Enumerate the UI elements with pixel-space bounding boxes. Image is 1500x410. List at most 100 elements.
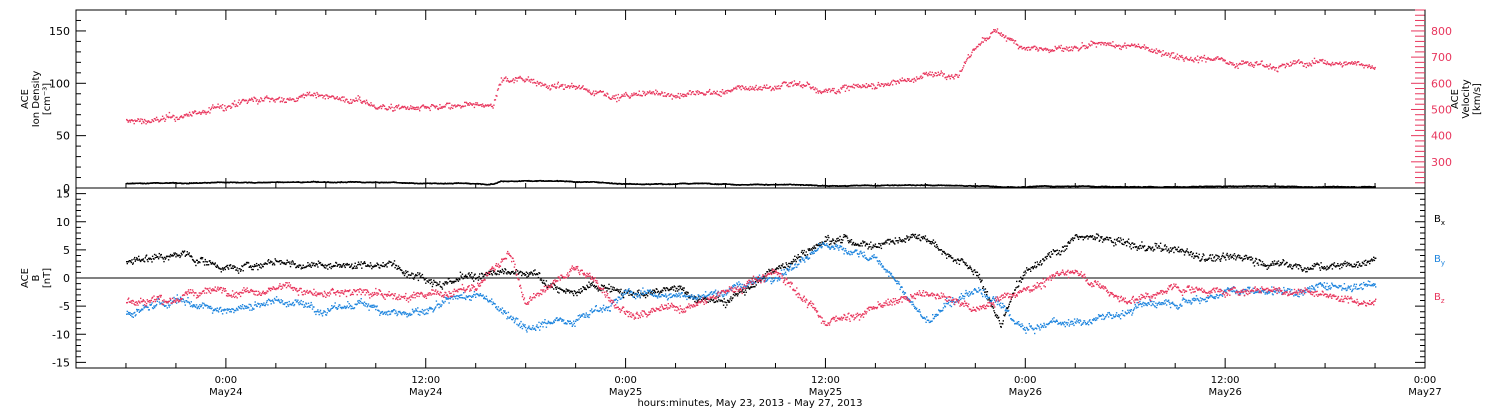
velocity-series-point [1247, 64, 1250, 66]
velocity-series-point [275, 98, 278, 101]
velocity-series-point [809, 86, 811, 88]
bx-series-point [259, 263, 262, 265]
velocity-series-point [1134, 46, 1137, 48]
velocity-series-point [1268, 68, 1270, 70]
velocity-series-point [501, 81, 503, 83]
velocity-series-point [330, 96, 332, 98]
velocity-title-line1: ACE [1450, 89, 1461, 109]
velocity-series-point [511, 79, 514, 81]
velocity-series-point [140, 118, 142, 120]
velocity-series-point [225, 109, 227, 111]
bx-series-point [317, 266, 319, 268]
velocity-series-point [240, 101, 242, 103]
velocity-series-point [1144, 48, 1146, 50]
velocity-series-point [721, 91, 723, 93]
velocity-series-point [1188, 59, 1191, 61]
velocity-series-point [182, 117, 184, 119]
velocity-series-point [900, 80, 903, 82]
velocity-series-point [783, 81, 785, 83]
velocity-series-point [267, 97, 269, 99]
velocity-series-point [1067, 47, 1069, 49]
bx-series-point [447, 281, 449, 284]
velocity-series-point [1005, 40, 1008, 42]
velocity-series-point [396, 107, 398, 109]
bx-series-point [323, 266, 326, 269]
bx-series-point [446, 283, 448, 285]
velocity-series-point [1029, 49, 1032, 51]
velocity-series-point [1001, 35, 1003, 37]
velocity-series-point [138, 120, 141, 123]
velocity-series-point [1049, 49, 1051, 51]
velocity-series-point [1182, 58, 1185, 61]
velocity-series-point [1196, 55, 1199, 57]
velocity-series-point [1169, 54, 1172, 57]
bx-series-point [393, 260, 396, 262]
velocity-series-point [1214, 59, 1216, 61]
velocity-series-point [705, 93, 707, 95]
velocity-series-point [814, 87, 817, 89]
velocity-series-point [624, 95, 626, 97]
x-tick-date-label: May25 [609, 387, 642, 398]
velocity-series-point [679, 93, 682, 95]
bx-series-point [423, 277, 425, 279]
bx-series-point [310, 266, 312, 268]
velocity-series-point [823, 89, 826, 91]
velocity-series-point [383, 105, 386, 107]
velocity-series-point [900, 79, 902, 82]
velocity-series-point [484, 104, 487, 106]
velocity-series-point [298, 96, 300, 98]
velocity-series-point [400, 107, 402, 109]
bx-series-point [159, 256, 161, 258]
velocity-series-point [320, 94, 323, 96]
velocity-series-point [171, 116, 174, 118]
velocity-series-point [804, 85, 806, 87]
bx-series-point [443, 282, 445, 285]
velocity-series-point [1017, 48, 1020, 50]
bx-series-point [250, 266, 252, 269]
bx-series-point [261, 264, 263, 266]
bx-series-point [323, 265, 325, 267]
velocity-series-point [623, 93, 625, 95]
velocity-series-point [1107, 44, 1110, 46]
velocity-series-point [1087, 46, 1089, 48]
velocity-series-point [762, 87, 764, 89]
velocity-series-point [1111, 45, 1113, 47]
velocity-series-point [173, 115, 175, 117]
velocity-series-point [950, 75, 952, 77]
velocity-series-point [1018, 46, 1020, 48]
velocity-series-point [1203, 54, 1206, 57]
density-series-point [1374, 186, 1376, 188]
velocity-series-point [598, 91, 600, 93]
bx-series-point [493, 271, 495, 273]
velocity-series-point [1289, 61, 1292, 63]
velocity-series-point [1138, 45, 1140, 48]
velocity-series-point [1163, 54, 1165, 56]
velocity-series-point [956, 74, 958, 76]
bx-series-point [245, 263, 247, 265]
bx-series-point [311, 264, 314, 267]
velocity-series-point [1228, 63, 1230, 65]
bx-series-point [239, 268, 241, 270]
velocity-series-point [253, 96, 255, 98]
velocity-series-point [431, 104, 434, 106]
velocity-series-point [168, 111, 171, 114]
velocity-series-point [344, 99, 347, 101]
velocity-series-point [155, 116, 158, 119]
velocity-series-point [1217, 56, 1219, 58]
velocity-series-point [1161, 53, 1164, 56]
velocity-series-point [1334, 62, 1337, 64]
velocity-series-point [356, 99, 358, 101]
velocity-series-point [221, 107, 223, 109]
velocity-series-point [360, 101, 362, 103]
velocity-series-point [742, 85, 744, 88]
bx-series-point [223, 266, 226, 269]
bx-series-point [146, 259, 148, 261]
velocity-series-point [628, 95, 630, 98]
velocity-series-point [1131, 43, 1133, 45]
velocity-series-point [846, 86, 849, 88]
velocity-series-point [1262, 64, 1265, 67]
velocity-series-point [739, 85, 742, 88]
bx-series-point [381, 265, 384, 268]
velocity-series-point [861, 86, 863, 88]
velocity-series-point [612, 95, 614, 97]
